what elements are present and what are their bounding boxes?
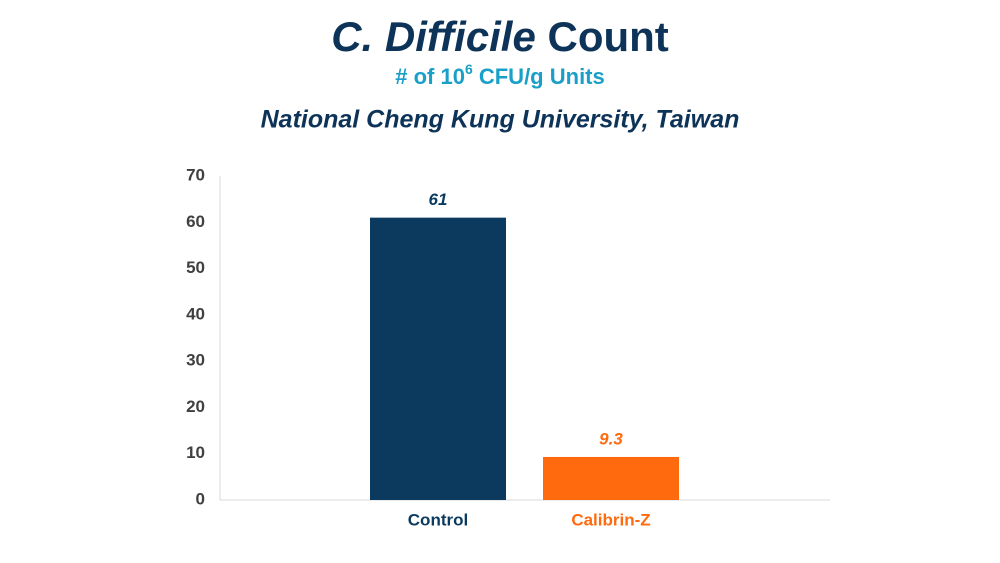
y-tick-label: 50 — [186, 258, 205, 277]
chart-subtitle: # of 106 CFU/g Units — [395, 56, 605, 89]
subtitle-part: CFU/g Units — [479, 64, 605, 89]
chart-caption: National Cheng Kung University, Taiwan — [261, 106, 740, 134]
value-label: 61 — [429, 190, 448, 209]
y-tick-label: 70 — [186, 165, 205, 184]
title-italic: C. Difficile — [331, 13, 536, 60]
chart-title: C. Difficile Count — [331, 13, 669, 60]
x-tick-label: Control — [408, 510, 468, 529]
bar — [370, 217, 506, 500]
y-tick-label: 40 — [186, 304, 205, 323]
y-tick-label: 0 — [196, 489, 205, 508]
x-tick-label: Calibrin-Z — [571, 510, 650, 529]
y-tick-label: 10 — [186, 443, 205, 462]
bar — [543, 456, 679, 500]
subtitle-superscript: 6 — [465, 61, 473, 77]
y-tick-label: 60 — [186, 212, 205, 231]
value-label: 9.3 — [599, 429, 623, 448]
y-tick-label: 20 — [186, 397, 205, 416]
title-rest: Count — [547, 13, 668, 60]
y-tick-label: 30 — [186, 351, 205, 370]
subtitle-part: # of 10 — [395, 64, 465, 89]
